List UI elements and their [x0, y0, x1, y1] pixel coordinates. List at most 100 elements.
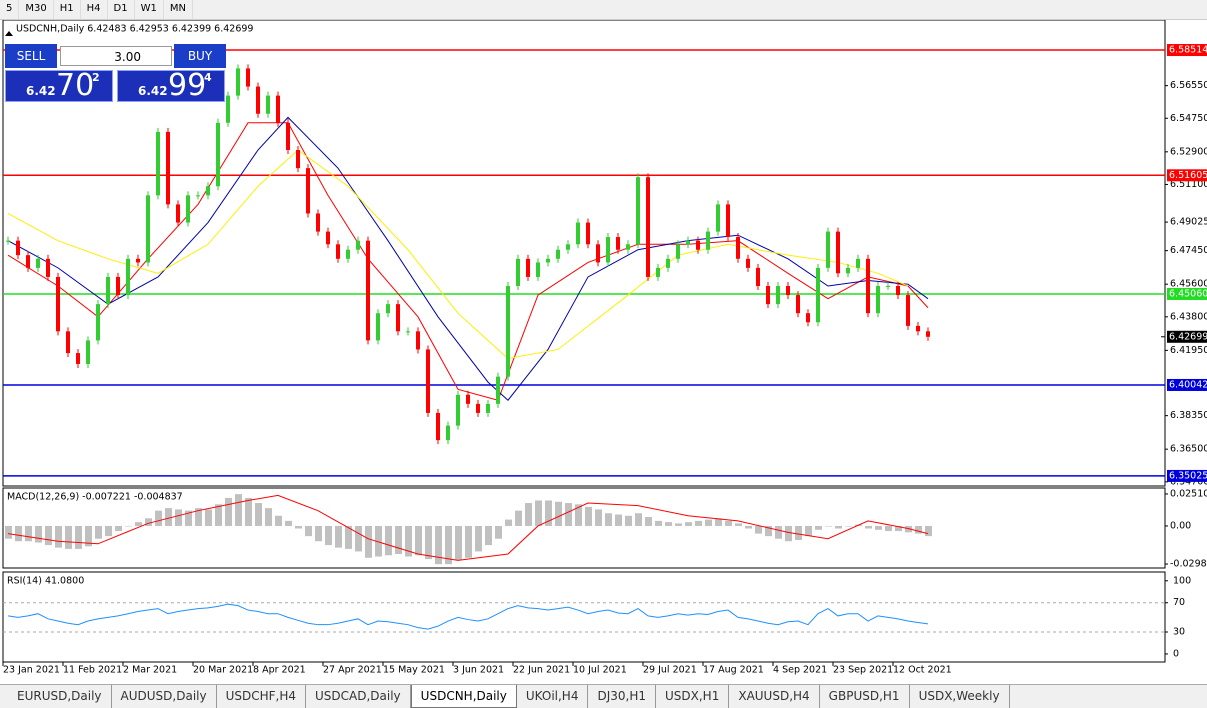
timeframe-button[interactable]: H1 [54, 0, 81, 19]
chart-tab[interactable]: USDCNH,Daily [410, 685, 517, 708]
macd-bar [875, 525, 882, 530]
chart-tab[interactable]: UKOil,H4 [517, 685, 589, 708]
y-tick-label: 100 [1173, 575, 1191, 586]
macd-bar [165, 508, 172, 526]
bid-small: 2 [92, 71, 100, 84]
level-label-box [1167, 287, 1207, 300]
candle-body [126, 258, 130, 296]
macd-bar [725, 520, 732, 526]
macd-bar [625, 515, 632, 526]
y-tick-label: 6.54750 [1170, 113, 1207, 124]
timeframe-button[interactable]: D1 [108, 0, 135, 19]
timeframe-button[interactable]: M30 [19, 0, 54, 19]
chart-tab[interactable]: USDCHF,H4 [217, 685, 307, 708]
panel-frame [2, 487, 1166, 569]
macd-bar [75, 525, 82, 549]
macd-bar [825, 525, 832, 527]
chart-tab[interactable]: USDCAD,Daily [306, 685, 411, 708]
macd-bar [275, 515, 282, 526]
timeframe-button[interactable]: 5 [0, 0, 20, 19]
chart-tab[interactable]: USDX,H1 [656, 685, 730, 708]
macd-bar [715, 518, 722, 526]
candle-body [326, 231, 330, 245]
candle-body [456, 394, 460, 426]
y-tick-label: 6.51100 [1170, 179, 1207, 190]
timeframe-button[interactable]: MN [164, 0, 193, 19]
chart-tab[interactable]: AUDUSD,Daily [112, 685, 217, 708]
y-tick-label: 0.00 [1170, 520, 1191, 531]
candle-body [86, 340, 90, 364]
chart-tabs: EURUSD,Daily AUDUSD,Daily USDCHF,H4 USDCAD,… [0, 684, 1207, 708]
macd-bar [305, 525, 312, 537]
macd-bar [135, 522, 142, 526]
x-tick-label: 11 Feb 2021 [63, 665, 122, 676]
ask-price[interactable]: 6.42 99 4 [117, 68, 225, 103]
macd-bar [215, 504, 222, 526]
candle-body [556, 249, 560, 259]
x-tick-label: 27 Apr 2021 [323, 665, 382, 676]
macd-bar [915, 525, 922, 534]
candle-body [586, 222, 590, 245]
macd-bar [155, 510, 162, 526]
macd-bar [435, 525, 442, 565]
candle-body [106, 276, 110, 305]
chart-tab[interactable]: GBPUSD,H1 [820, 685, 910, 708]
panel-title: RSI(14) 41.0800 [7, 576, 84, 587]
chart-tab[interactable]: USDX,Weekly [910, 685, 1010, 708]
macd-bar [455, 525, 462, 561]
macd-bar [115, 525, 122, 532]
y-tick-label: 6.52900 [1170, 146, 1207, 157]
chart-tab[interactable]: DJ30,H1 [588, 685, 656, 708]
timeframe-toolbar: 5 M30 H1 H4 D1 W1 MN [0, 0, 1207, 20]
timeframe-button[interactable]: W1 [135, 0, 164, 19]
y-tick-label: 6.36500 [1170, 444, 1207, 455]
candle-body [696, 240, 700, 250]
sell-button[interactable]: SELL [5, 44, 57, 68]
macd-bar [295, 525, 302, 529]
x-tick-label: 3 Jun 2021 [453, 665, 504, 676]
macd-bar [255, 503, 262, 526]
chart-tab[interactable]: EURUSD,Daily [8, 685, 112, 708]
candle-body [746, 258, 750, 268]
candle-body [606, 237, 610, 263]
ask-small: 4 [204, 71, 212, 84]
candle-body [756, 267, 760, 287]
macd-bar [655, 520, 662, 526]
macd-bar [685, 522, 692, 526]
macd-bar [395, 525, 402, 554]
candle-body [486, 403, 490, 413]
macd-bar [745, 525, 752, 529]
macd-bar [525, 503, 532, 526]
x-tick-label: 23 Jan 2021 [3, 665, 60, 676]
candle-body [186, 195, 190, 223]
candle-body [866, 258, 870, 314]
candle-body [26, 255, 30, 268]
macd-bar [895, 525, 902, 532]
bid-price[interactable]: 6.42 70 2 [5, 68, 113, 103]
macd-bar [585, 506, 592, 526]
macd-bar [95, 525, 102, 539]
x-tick-label: 17 Aug 2021 [703, 665, 764, 676]
macd-bar [835, 525, 842, 529]
candle-body [406, 331, 410, 333]
candle-body [766, 286, 770, 305]
lot-size[interactable]: 3.00 [60, 46, 172, 66]
panel-frame [2, 571, 1166, 663]
level-label-box [1167, 169, 1207, 182]
candle-body [166, 131, 170, 205]
macd-bar [595, 509, 602, 526]
x-tick-label: 4 Sep 2021 [773, 665, 827, 676]
macd-bar [675, 523, 682, 526]
macd-bar [475, 525, 482, 552]
y-tick-label: 6.41950 [1170, 345, 1207, 356]
y-tick-label: 6.56550 [1170, 80, 1207, 91]
macd-bar [815, 525, 822, 530]
candle-body [466, 394, 470, 404]
macd-bar [345, 525, 352, 549]
chart-tab[interactable]: XAUUSD,H4 [729, 685, 820, 708]
candle-body [736, 237, 740, 259]
timeframe-button[interactable]: H4 [81, 0, 108, 19]
panel-frame [2, 20, 1166, 487]
buy-button[interactable]: BUY [174, 44, 226, 68]
x-tick-label: 10 Jul 2021 [573, 665, 627, 676]
